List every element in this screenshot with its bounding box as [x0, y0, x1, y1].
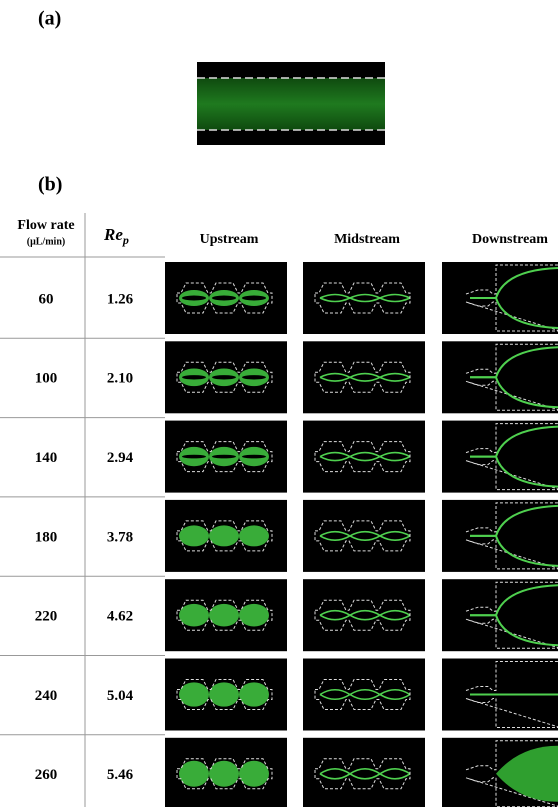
downstream-image	[442, 421, 558, 493]
cell: 140	[35, 450, 58, 466]
upstream-image	[165, 579, 287, 651]
gap	[212, 296, 236, 301]
downstream-image	[442, 579, 558, 651]
gap	[242, 296, 266, 301]
downstream-image	[442, 500, 558, 572]
cell: 220	[35, 609, 58, 625]
upstream-image	[165, 500, 287, 572]
image-bg	[442, 421, 558, 493]
fluorescence	[209, 525, 239, 546]
midstream-image	[303, 579, 425, 651]
midstream-image	[303, 738, 425, 807]
cell: 60	[39, 291, 54, 307]
cell: 3.78	[107, 529, 133, 545]
gap	[182, 296, 206, 301]
panel-label: (a)	[38, 8, 61, 30]
gap	[182, 455, 206, 459]
cell: 2.10	[107, 371, 133, 387]
midstream-image	[303, 262, 425, 334]
fluorescence	[239, 682, 269, 706]
image-bg	[442, 579, 558, 651]
cell: 2.94	[107, 450, 134, 466]
panel-label: (b)	[38, 174, 62, 196]
cell: 5.46	[107, 767, 134, 783]
fluorescence	[179, 682, 209, 706]
gap	[212, 455, 236, 459]
cell: 180	[35, 529, 58, 545]
cell: 260	[35, 767, 58, 783]
cell: 240	[35, 688, 58, 704]
fluorescence	[239, 525, 269, 546]
image-bg	[442, 262, 558, 334]
midstream-image	[303, 659, 425, 731]
header-main: Re	[103, 225, 123, 244]
header-sub: p	[122, 233, 129, 247]
header-unit: (μL/min)	[27, 236, 65, 247]
fluorescence	[239, 604, 269, 627]
figure: (a) (b) Flow rate (μL/min) Rep Upstream …	[0, 0, 558, 807]
gap	[182, 375, 206, 379]
upstream-image	[165, 421, 287, 493]
image-bg	[442, 341, 558, 413]
upstream-image	[165, 341, 287, 413]
gap	[242, 375, 266, 379]
gap	[242, 455, 266, 459]
header: Flow rate	[17, 218, 74, 233]
fluorescence	[209, 682, 239, 706]
cell: 5.04	[107, 688, 134, 704]
midstream-image	[303, 341, 425, 413]
downstream-image	[442, 262, 558, 334]
fluorescence	[209, 604, 239, 627]
downstream-image	[442, 738, 558, 807]
fluorescence	[179, 525, 209, 546]
upstream-image	[165, 738, 287, 807]
header: Upstream	[200, 232, 259, 247]
image-bg	[442, 500, 558, 572]
header: Downstream	[472, 232, 548, 247]
upstream-image	[165, 262, 287, 334]
fluorescence	[179, 604, 209, 627]
downstream-image	[442, 341, 558, 413]
cell: 4.62	[107, 609, 133, 625]
header: Rep	[103, 225, 129, 247]
midstream-image	[303, 500, 425, 572]
gap	[212, 375, 236, 379]
cell: 100	[35, 371, 58, 387]
downstream-image	[442, 659, 558, 731]
cell: 1.26	[107, 291, 134, 307]
upstream-image	[165, 659, 287, 731]
channel-image	[197, 62, 385, 145]
header: Midstream	[334, 232, 400, 247]
midstream-image	[303, 421, 425, 493]
